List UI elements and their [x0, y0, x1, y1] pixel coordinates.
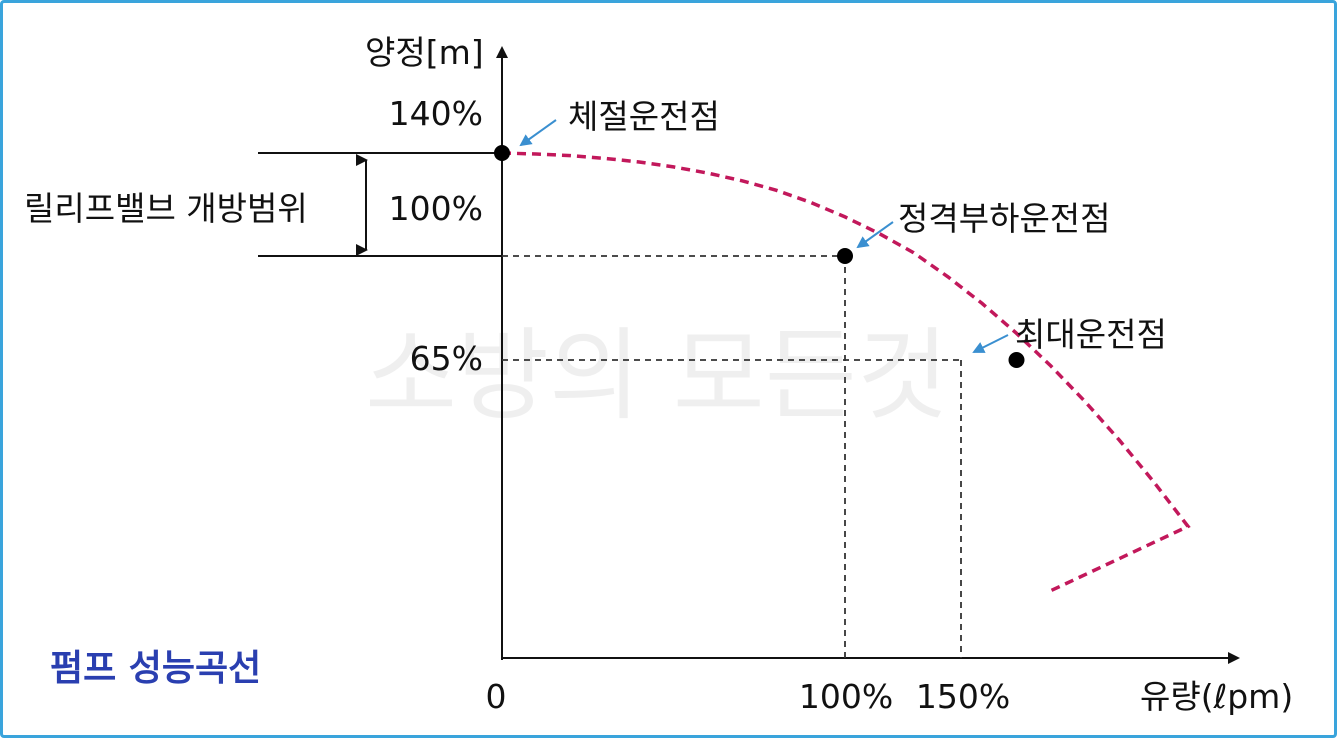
pump-curve — [501, 151, 1191, 594]
annotation-arrow — [856, 221, 894, 249]
shutoff-point-label: 체절운전점 — [568, 97, 720, 136]
y-axis-label: 양정[m] — [365, 33, 484, 72]
rated-point-label: 정격부하운전점 — [898, 199, 1111, 238]
annotation-arrow — [972, 334, 1009, 353]
shutoff-point — [494, 145, 510, 161]
x-tick-label: 100% — [799, 677, 893, 716]
y-tick-label: 100% — [389, 189, 483, 228]
rated-point — [837, 248, 853, 264]
x-tick-label: 0 — [486, 677, 507, 716]
x-axis-label: 유량(ℓpm) — [1140, 677, 1293, 716]
y-tick-label: 65% — [410, 339, 483, 378]
x-tick-label: 150% — [916, 677, 1010, 716]
annotation-arrow — [519, 119, 557, 147]
max-point — [1008, 352, 1025, 368]
y-tick-label: 140% — [389, 94, 483, 133]
chart-title: 펌프 성능곡선 — [50, 648, 261, 689]
range-label: 릴리프밸브 개방범위 — [24, 189, 308, 228]
watermark: 소방의 모든것 — [365, 317, 949, 434]
max-point-label: 최대운전점 — [1015, 315, 1167, 354]
